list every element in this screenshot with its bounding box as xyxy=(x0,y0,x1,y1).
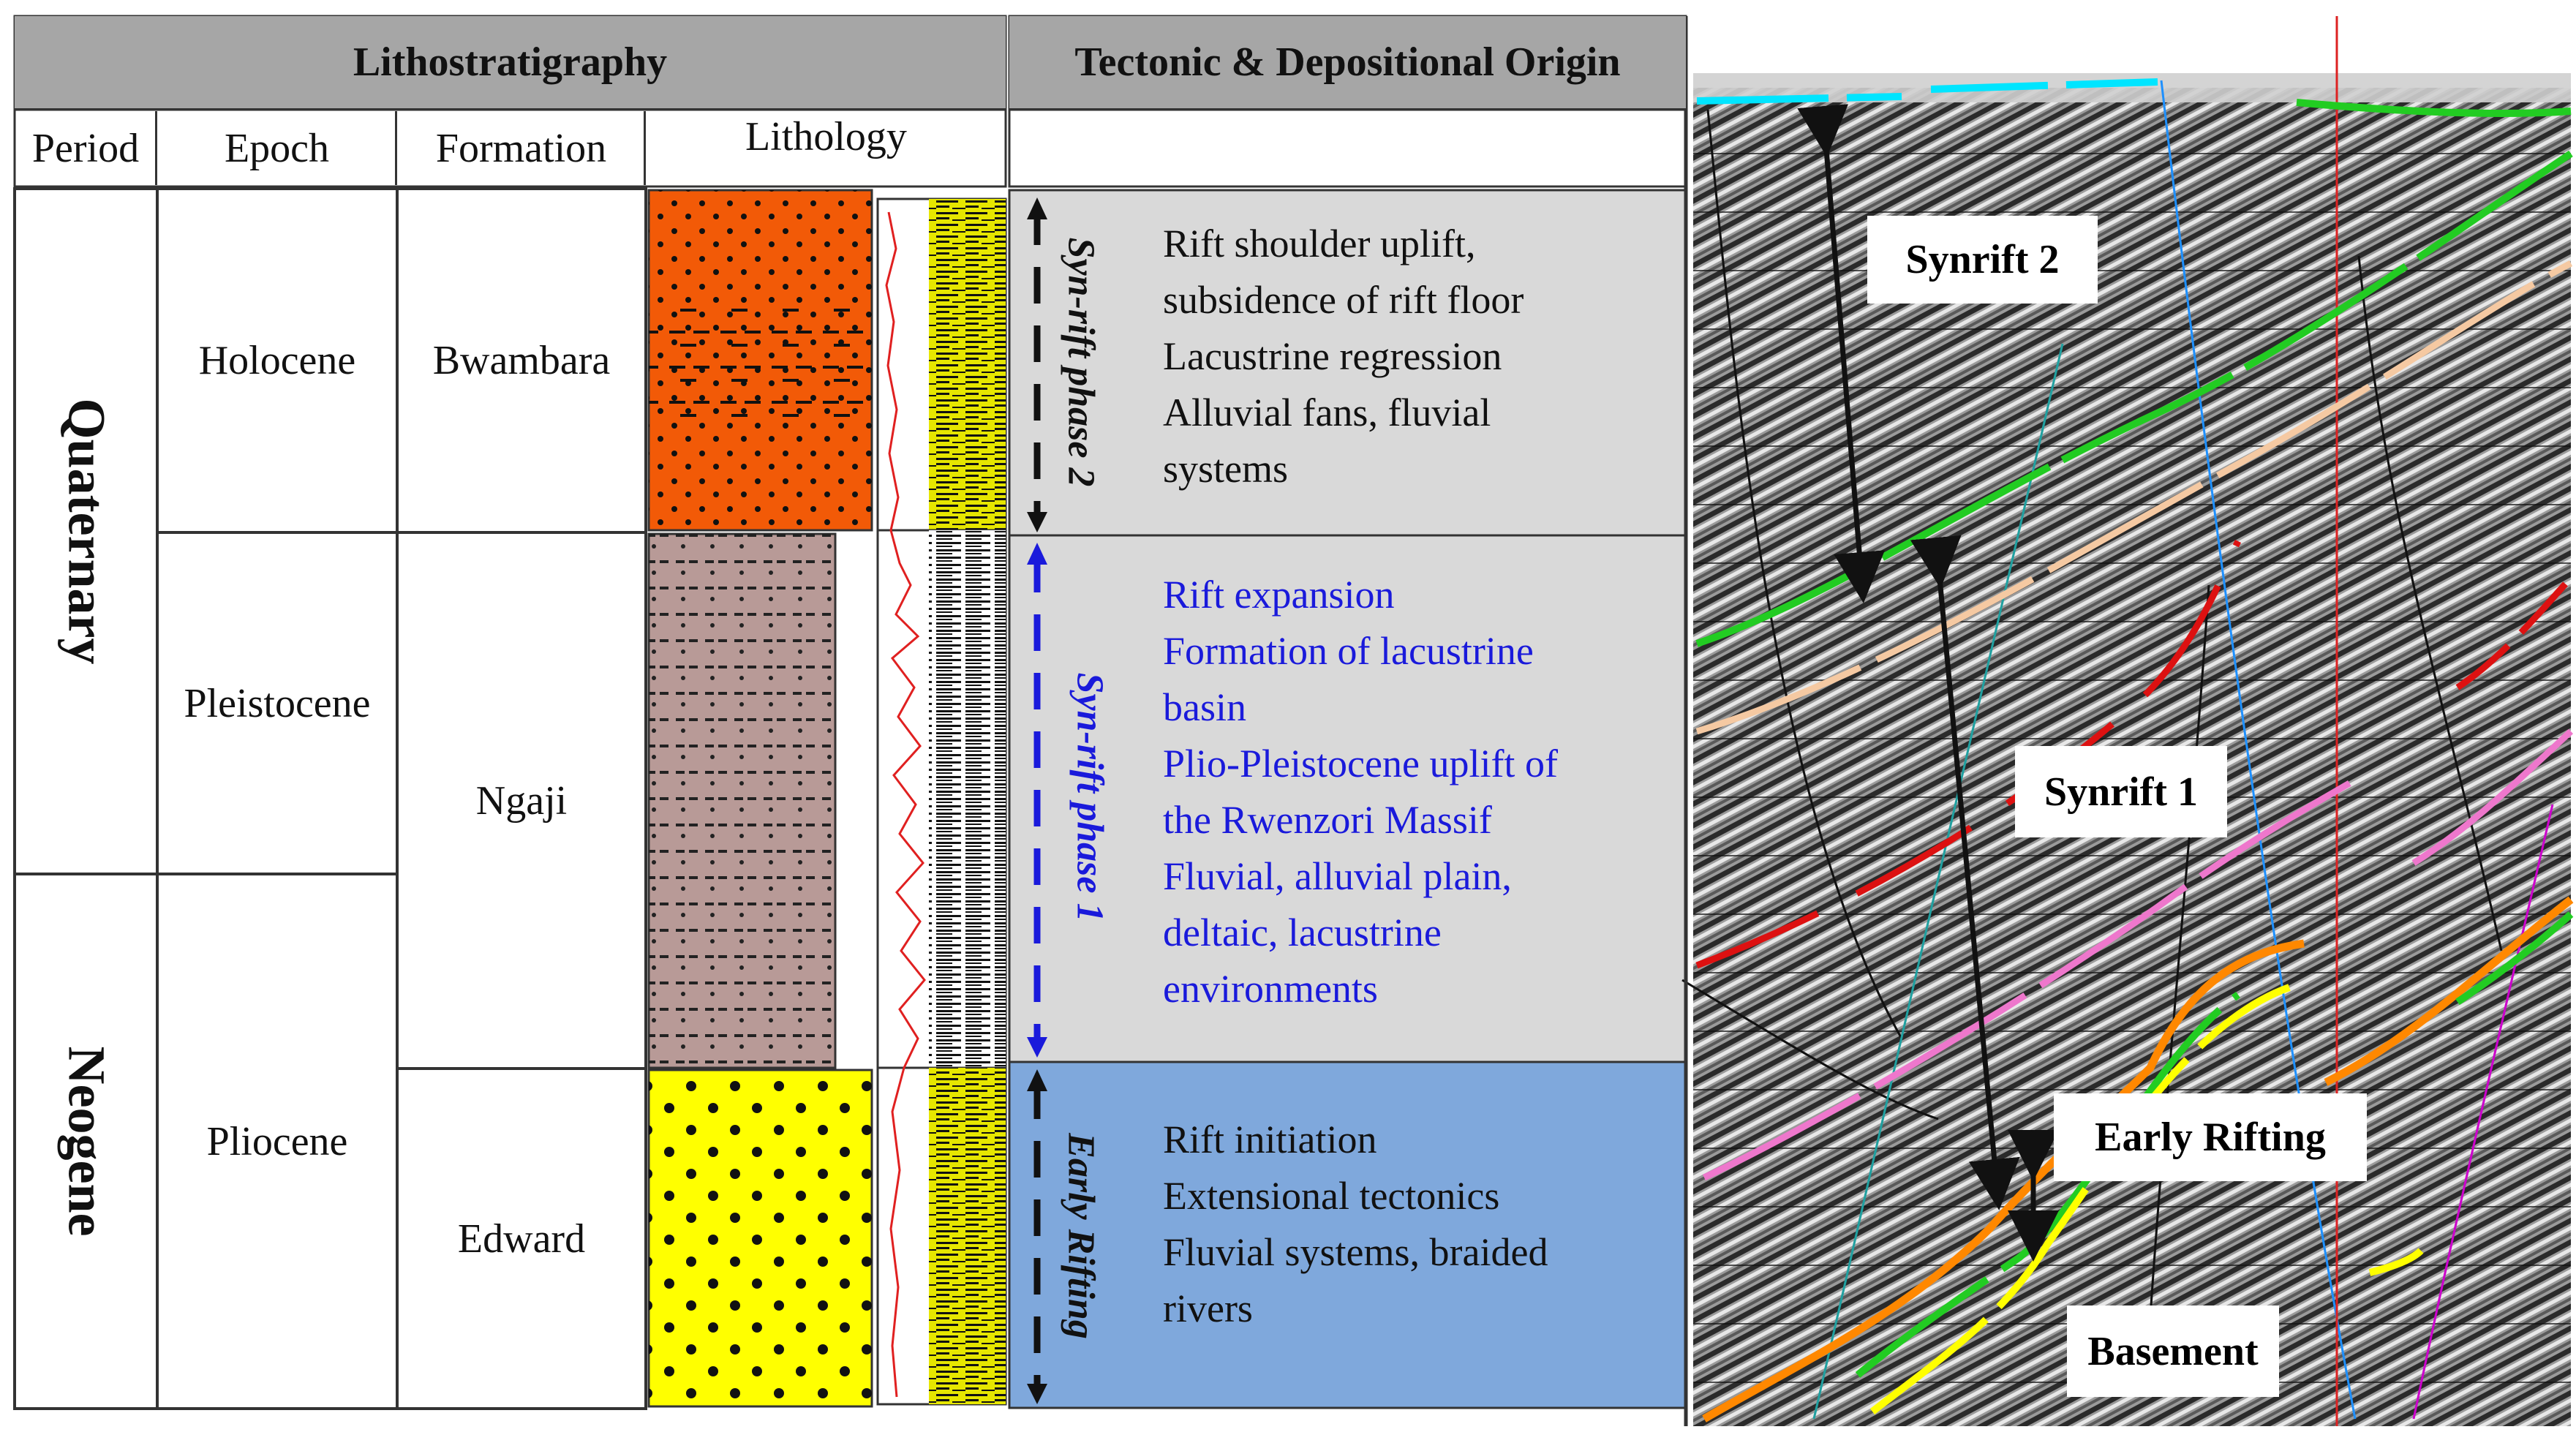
description-line: Rift shoulder uplift, xyxy=(1163,222,1476,265)
description-line: Rift initiation xyxy=(1163,1118,1377,1161)
lithostratigraphy-header: Lithostratigraphy xyxy=(15,16,1006,108)
phase-description-early-rifting: Rift initiation Extensional tectonics Fl… xyxy=(1163,1112,1548,1337)
lithology-column-header: Lithology xyxy=(745,114,907,159)
seismic-label-basement: Basement xyxy=(2067,1306,2279,1397)
formation-ngaji: Ngaji xyxy=(475,777,568,824)
description-line: environments xyxy=(1163,967,1378,1011)
period-column-header: Period xyxy=(16,111,157,185)
seismic-label-synrift-2: Synrift 2 xyxy=(1867,216,2098,304)
description-line: Fluvial systems, braided xyxy=(1163,1230,1548,1274)
description-line: deltaic, lacustrine xyxy=(1163,911,1442,954)
formation-edward: Edward xyxy=(457,1216,586,1262)
description-line: Extensional tectonics xyxy=(1163,1174,1500,1218)
epoch-pleistocene: Pleistocene xyxy=(184,680,371,726)
period-quaternary: Quaternary xyxy=(57,398,116,665)
description-line: Alluvial fans, fluvial xyxy=(1163,391,1491,434)
description-line: Formation of lacustrine xyxy=(1163,629,1534,673)
description-line: Lacustrine regression xyxy=(1163,334,1502,378)
phase-label-synrift-2: Syn-rift phase 2 xyxy=(1060,237,1102,487)
description-line: basin xyxy=(1163,685,1246,729)
phase-label-early-rifting: Early Rifting xyxy=(1060,1133,1102,1339)
description-line: the Rwenzori Massif xyxy=(1163,798,1492,842)
phase-description-synrift-2: Rift shoulder uplift, subsidence of rift… xyxy=(1163,216,1524,497)
epoch-holocene: Holocene xyxy=(198,338,356,383)
description-line: Plio-Pleistocene uplift of xyxy=(1163,742,1558,785)
seismic-label-synrift-1: Synrift 1 xyxy=(2015,746,2227,837)
period-neogene: Neogene xyxy=(57,1046,116,1237)
phase-label-synrift-1: Syn-rift phase 1 xyxy=(1069,672,1111,922)
description-line: rivers xyxy=(1163,1286,1253,1330)
tectonic-origin-header: Tectonic & Depositional Origin xyxy=(1009,16,1686,108)
description-line: subsidence of rift floor xyxy=(1163,278,1524,322)
epoch-pliocene: Pliocene xyxy=(206,1118,348,1164)
formation-bwambara: Bwambara xyxy=(432,338,611,383)
description-line: systems xyxy=(1163,447,1289,491)
formation-column-header: Formation xyxy=(399,111,646,185)
seismic-label-early-rifting: Early Rifting xyxy=(2054,1093,2367,1181)
epoch-column-header: Epoch xyxy=(159,111,397,185)
description-line: Fluvial, alluvial plain, xyxy=(1163,854,1512,898)
description-line: Rift expansion xyxy=(1163,573,1395,617)
phase-description-synrift-1: Rift expansion Formation of lacustrine b… xyxy=(1163,567,1558,1017)
